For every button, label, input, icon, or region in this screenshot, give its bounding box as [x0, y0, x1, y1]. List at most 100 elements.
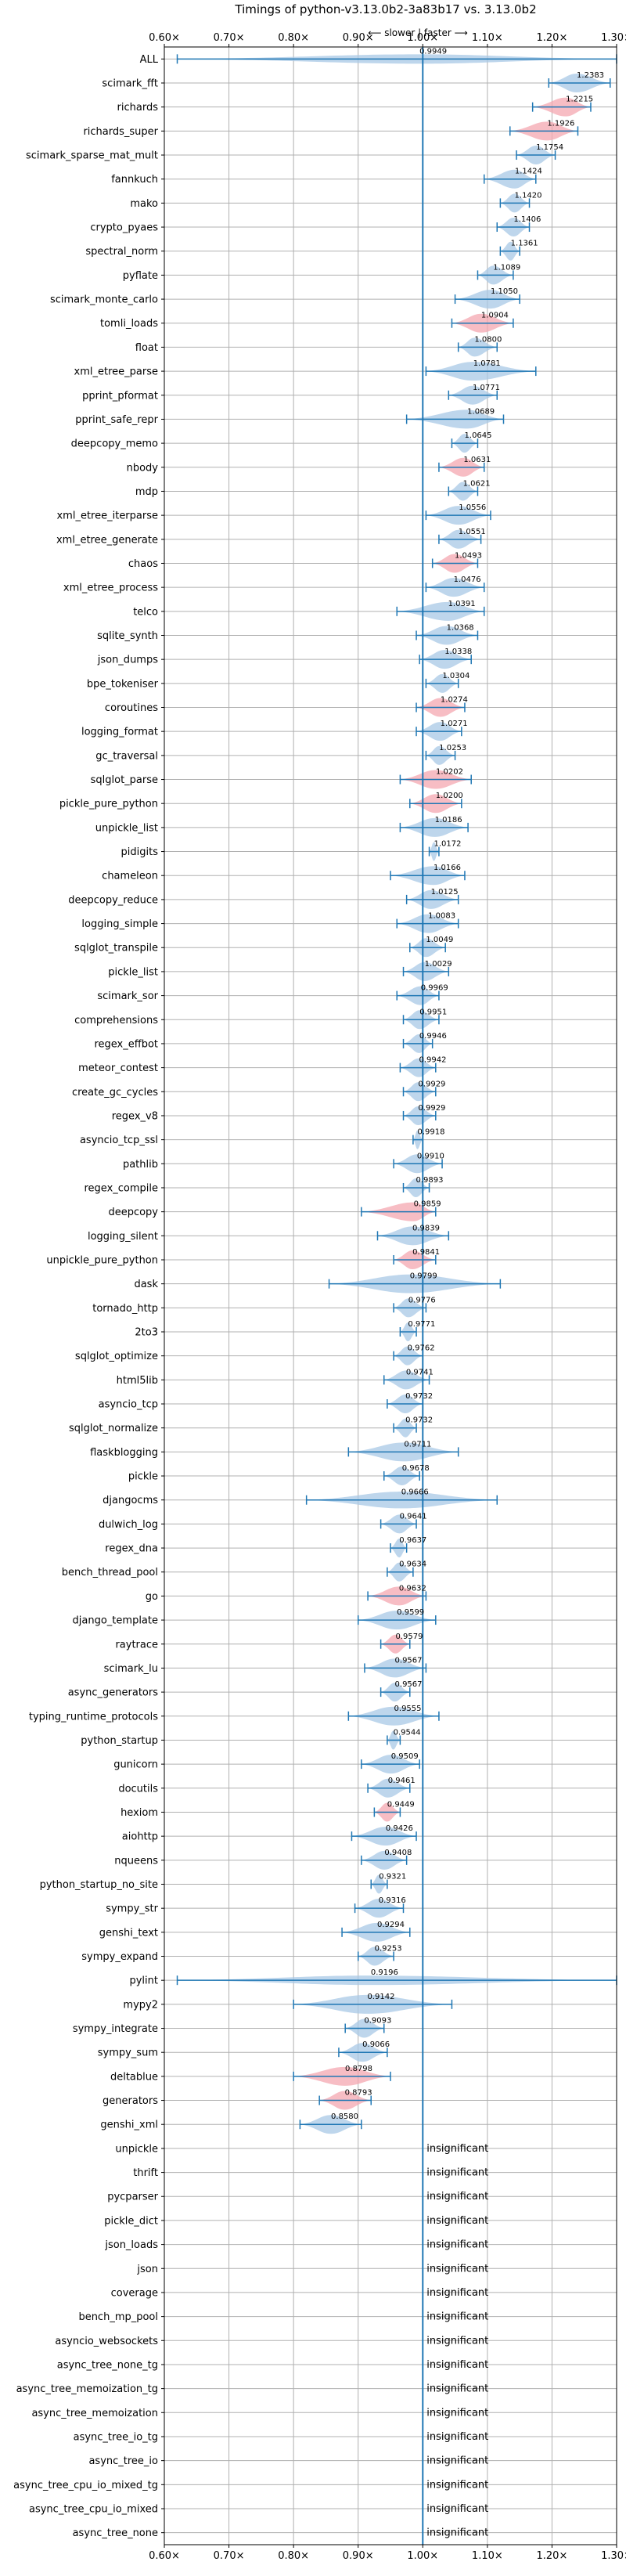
category-label: xml_etree_iterparse — [56, 511, 158, 522]
value-label: 1.0274 — [441, 696, 468, 705]
insignificant-label: insignificant — [426, 2359, 488, 2371]
value-label: 1.0172 — [434, 840, 461, 849]
category-label: bench_mp_pool — [78, 2311, 158, 2323]
value-label: 1.0689 — [467, 407, 495, 416]
category-label: float — [135, 342, 158, 354]
category-label: genshi_xml — [100, 2120, 158, 2131]
category-label: sympy_str — [106, 1903, 158, 1915]
value-label: 0.9579 — [396, 1633, 423, 1641]
category-label: unpickle_pure_python — [46, 1254, 158, 1266]
category-label: deltablue — [110, 2071, 158, 2083]
category-label: bench_thread_pool — [62, 1567, 158, 1578]
category-label: nbody — [127, 462, 159, 474]
value-label: 0.9918 — [418, 1128, 445, 1137]
category-label: chameleon — [102, 871, 158, 882]
category-label: logging_silent — [88, 1231, 158, 1243]
value-label: 1.0391 — [448, 600, 476, 608]
category-label: scimark_sor — [97, 990, 158, 1002]
category-label: async_tree_io_tg — [74, 2431, 158, 2443]
category-label: async_tree_memoization — [31, 2408, 158, 2419]
value-label: 1.0253 — [439, 744, 466, 752]
x-tick-label-bottom: 1.10× — [472, 2550, 503, 2562]
x-tick-label-bottom: 1.00× — [407, 2550, 438, 2562]
value-label: 1.0556 — [459, 503, 486, 512]
value-label: 1.1424 — [515, 168, 542, 176]
insignificant-label: insignificant — [426, 2167, 488, 2179]
x-tick-label-top: 0.90× — [343, 32, 374, 44]
category-label: pprint_safe_repr — [75, 414, 158, 426]
x-tick-label-bottom: 0.70× — [214, 2550, 245, 2562]
value-label: 0.9316 — [379, 1896, 406, 1905]
value-label: 1.0781 — [473, 359, 501, 368]
category-label: json — [136, 2264, 158, 2275]
value-label: 0.9567 — [395, 1680, 423, 1689]
value-label: 0.9253 — [375, 1945, 402, 1954]
value-label: 0.9732 — [405, 1416, 433, 1425]
category-label: create_gc_cycles — [72, 1087, 158, 1099]
category-label: scimark_lu — [104, 1663, 158, 1675]
category-label: xml_etree_process — [63, 583, 158, 594]
value-label: 0.9294 — [377, 1921, 405, 1929]
category-label: scimark_sparse_mat_mult — [26, 150, 158, 162]
value-label: 1.0771 — [473, 384, 500, 392]
category-label: regex_effbot — [94, 1038, 158, 1050]
insignificant-label: insignificant — [426, 2287, 488, 2299]
value-label: 0.9929 — [418, 1080, 445, 1088]
insignificant-label: insignificant — [426, 2263, 488, 2275]
category-label: djangocms — [103, 1495, 158, 1506]
category-label: typing_runtime_protocols — [29, 1711, 158, 1723]
value-label: 1.0029 — [425, 960, 452, 969]
value-label: 0.8580 — [331, 2112, 358, 2121]
value-label: 1.0904 — [481, 312, 509, 320]
category-label: generators — [103, 2095, 158, 2107]
value-label: 1.2215 — [566, 96, 593, 104]
category-label: tomli_loads — [100, 318, 158, 330]
value-label: 1.2383 — [577, 71, 604, 80]
category-label: gunicorn — [113, 1759, 158, 1771]
category-label: pylint — [129, 1975, 158, 1987]
value-label: 1.0271 — [441, 720, 468, 728]
value-label: 0.9711 — [404, 1440, 431, 1449]
insignificant-label: insignificant — [426, 2479, 488, 2491]
category-label: json_loads — [104, 2239, 158, 2251]
plot-frame — [164, 46, 617, 2545]
value-label: 0.9951 — [419, 1008, 447, 1016]
value-label: 1.1089 — [493, 263, 520, 272]
x-tick-label-bottom: 1.20× — [537, 2550, 568, 2562]
category-label: logging_simple — [81, 918, 158, 930]
value-label: 1.0645 — [465, 431, 492, 440]
category-label: mypy2 — [123, 1999, 158, 2011]
value-label: 0.9841 — [412, 1248, 440, 1257]
x-tick-label-top: 1.10× — [472, 32, 503, 44]
value-label: 1.0202 — [436, 768, 463, 777]
x-tick-label-bottom: 0.80× — [278, 2550, 309, 2562]
labels-layer: 0.60× 0.60× 0.70× 0.70× 0.80× 0.80× 0.90× 0.90×… — [13, 32, 626, 2562]
category-label: asyncio_tcp_ssl — [80, 1135, 158, 1146]
insignificant-label: insignificant — [426, 2335, 488, 2347]
value-label: 1.0049 — [426, 936, 453, 944]
category-label: dulwich_log — [99, 1519, 158, 1531]
value-label: 0.9942 — [419, 1056, 446, 1065]
category-label: ALL — [140, 54, 159, 66]
category-label: richards — [117, 102, 159, 114]
category-label: unpickle_list — [95, 822, 158, 834]
category-label: flaskblogging — [90, 1447, 158, 1459]
value-label: 0.9946 — [419, 1032, 447, 1041]
x-tick-label-bottom: 1.30× — [601, 2550, 626, 2562]
category-label: asyncio_websockets — [55, 2336, 158, 2347]
category-label: genshi_text — [99, 1927, 158, 1939]
category-label: pprint_pformat — [82, 390, 158, 402]
value-label: 1.1420 — [515, 191, 542, 200]
category-label: async_tree_cpu_io_mixed_tg — [13, 2480, 158, 2491]
category-label: bpe_tokeniser — [87, 678, 159, 690]
insignificant-label: insignificant — [426, 2143, 488, 2155]
insignificant-label: insignificant — [426, 2383, 488, 2395]
value-label: 0.9632 — [399, 1584, 426, 1593]
category-label: richards_super — [83, 126, 158, 138]
value-label: 0.9969 — [421, 984, 448, 993]
value-label: 1.0368 — [447, 623, 474, 632]
value-label: 0.9408 — [384, 1849, 412, 1857]
value-label: 0.8798 — [345, 2065, 372, 2073]
category-label: regex_compile — [84, 1182, 158, 1194]
